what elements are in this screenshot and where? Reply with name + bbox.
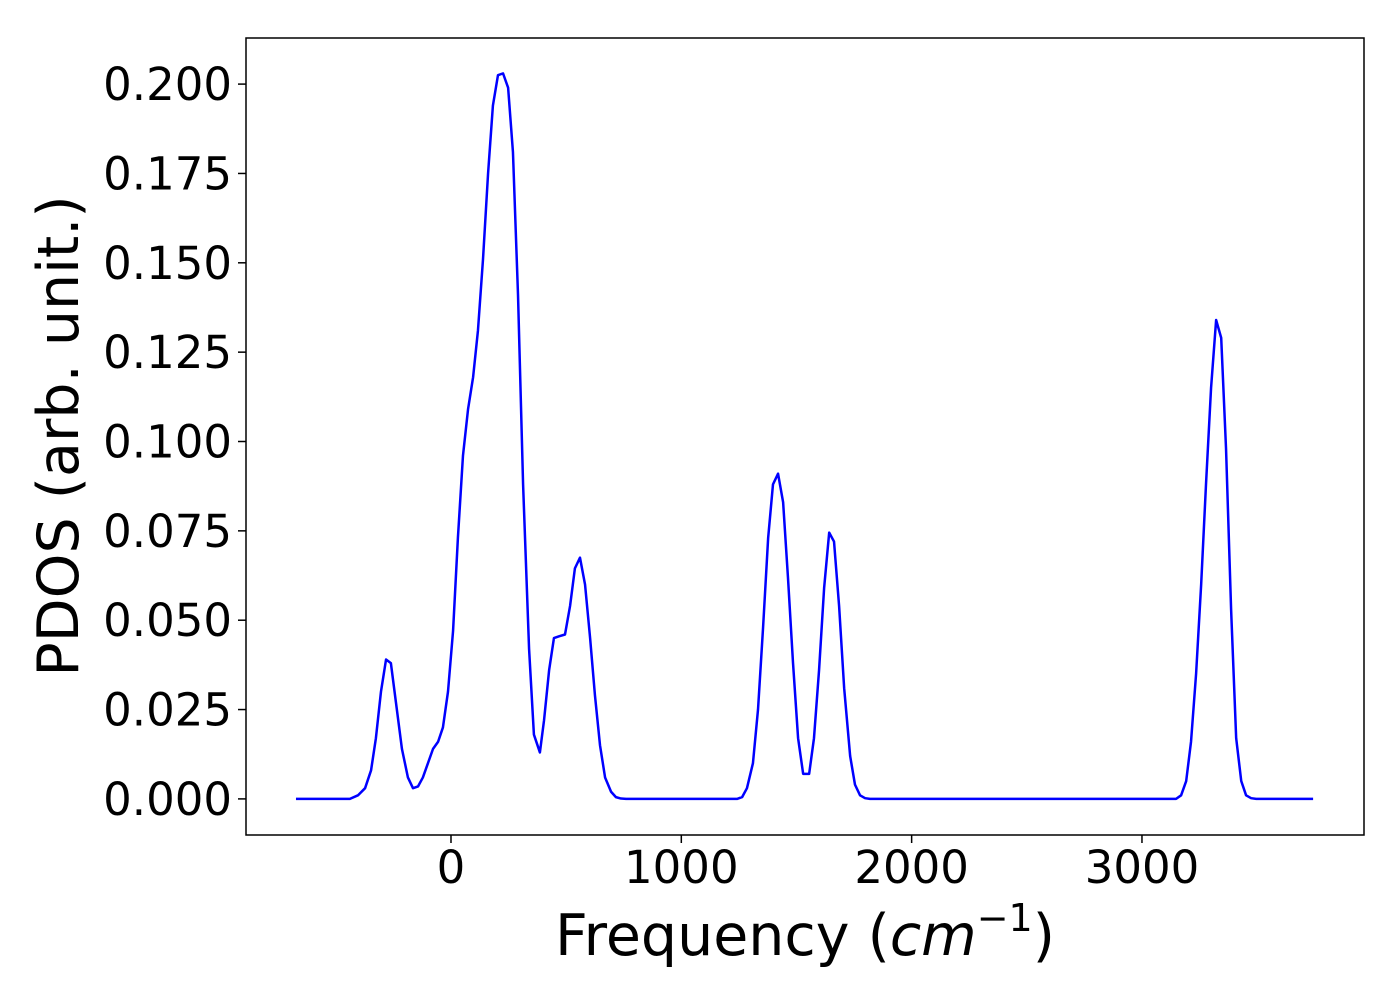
y-tick-label: 0.025 <box>103 684 232 737</box>
y-tick-label: 0.050 <box>103 594 232 647</box>
plot-frame <box>245 37 1365 836</box>
y-tick-label: 0.125 <box>103 326 232 379</box>
y-tick-label: 0.150 <box>103 237 232 290</box>
line-series <box>295 72 1314 801</box>
y-tick-label: 0.100 <box>103 416 232 469</box>
x-tick-label: 1000 <box>624 841 739 894</box>
x-axis-label: Frequency (cm−1) <box>555 896 1055 969</box>
x-tick-label: 0 <box>437 841 466 894</box>
y-tick-label: 0.175 <box>103 147 232 200</box>
y-tick-label: 0.200 <box>103 58 232 111</box>
y-tick-label: 0.075 <box>103 505 232 558</box>
y-tick-label: 0.000 <box>103 773 232 826</box>
y-axis-label: PDOS (arb. unit.) <box>26 195 92 676</box>
x-tick-label: 2000 <box>854 841 969 894</box>
x-tick-label: 3000 <box>1085 841 1200 894</box>
